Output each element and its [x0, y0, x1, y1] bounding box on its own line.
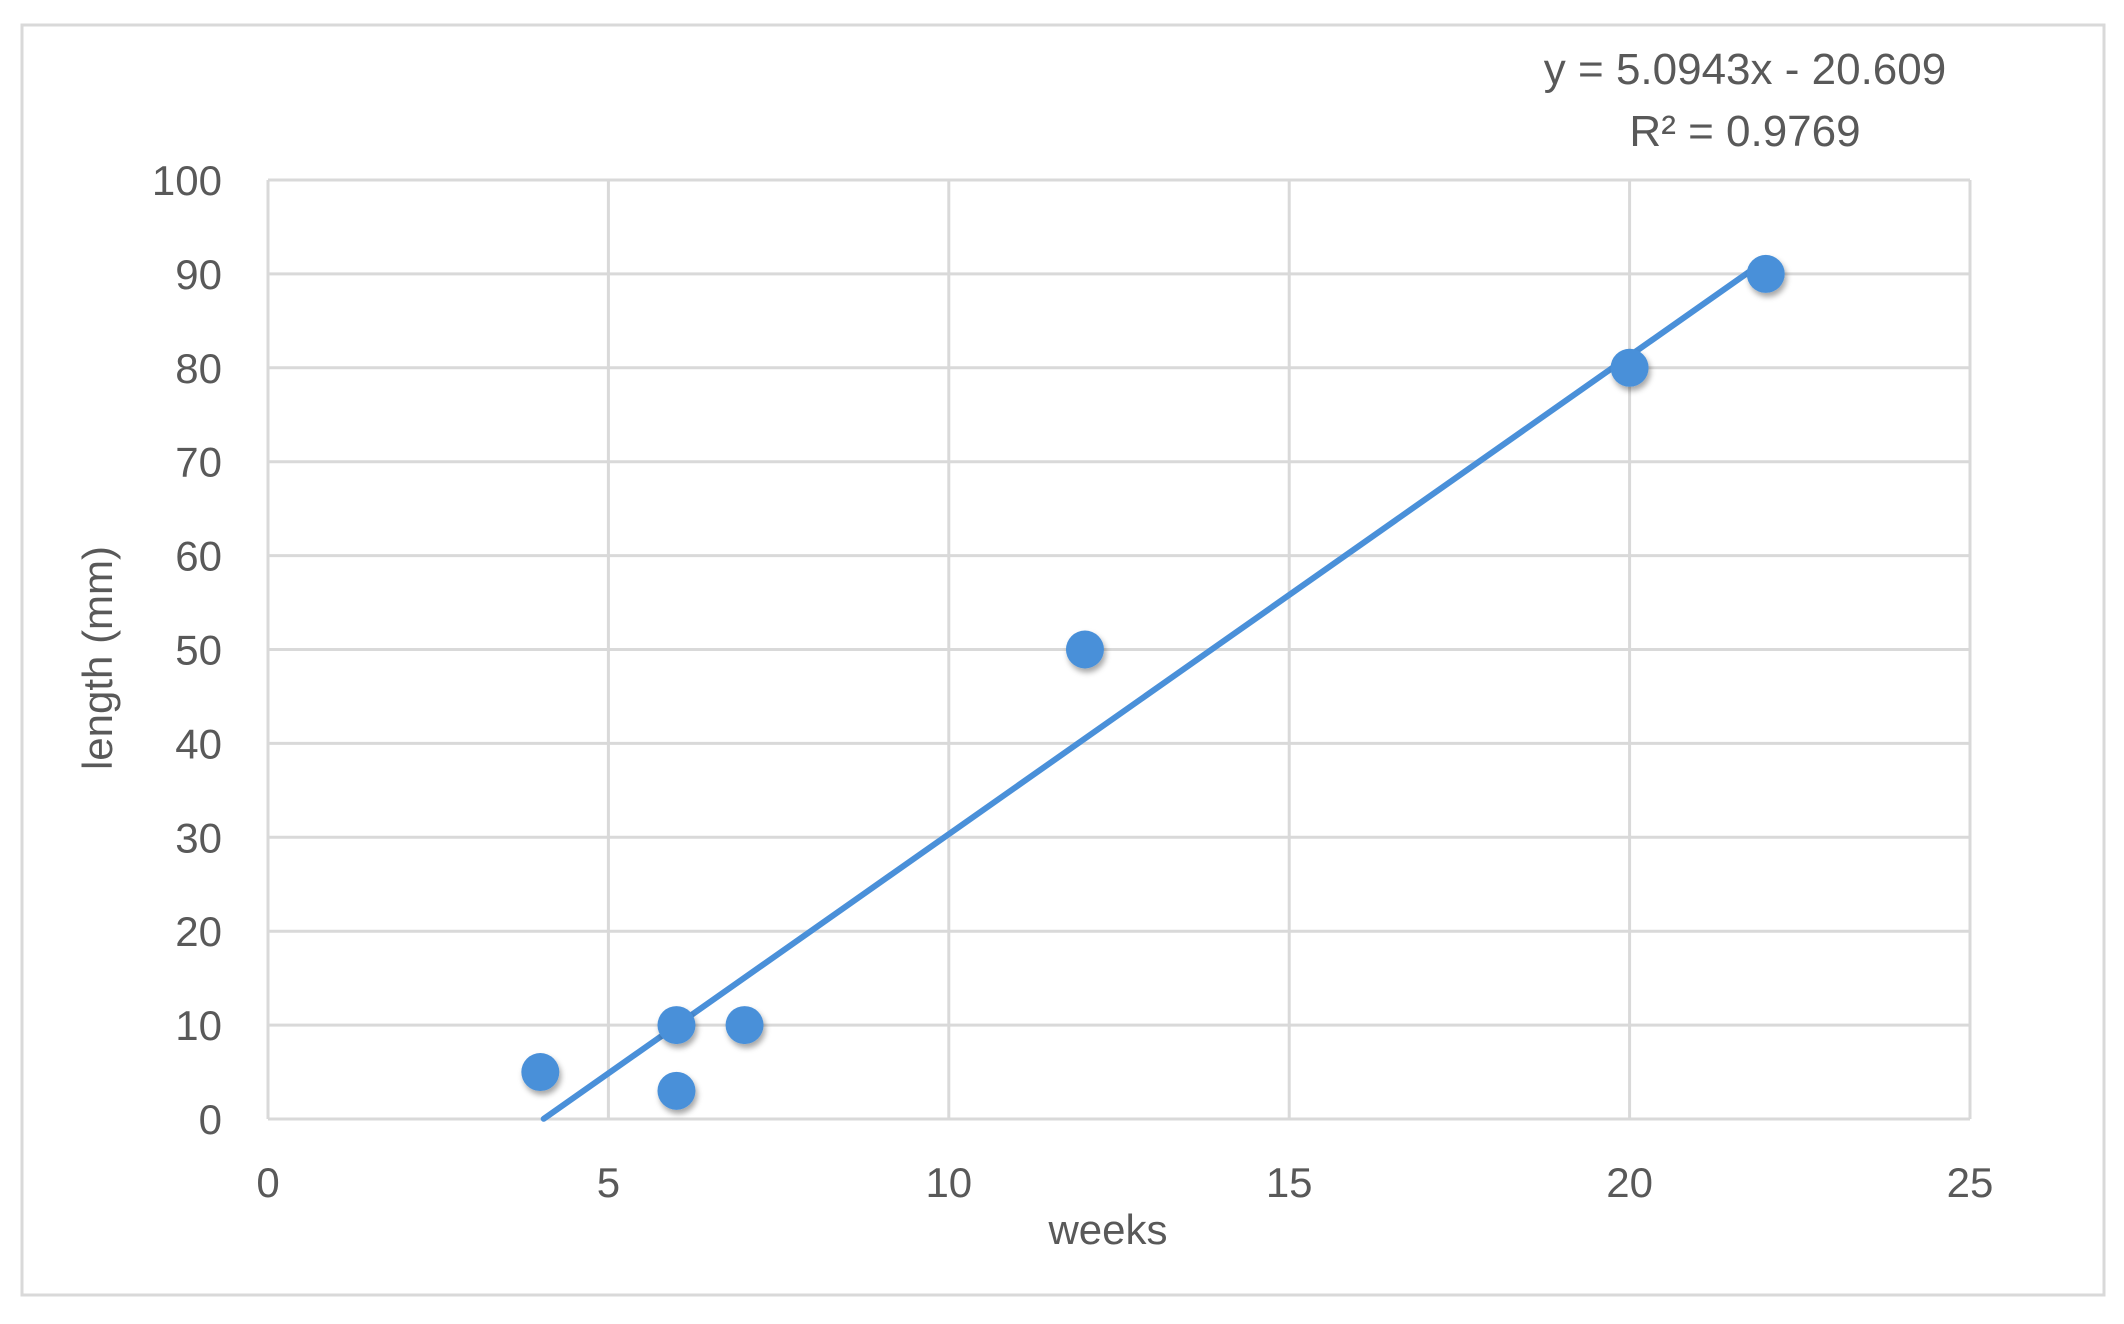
data-point — [521, 1053, 560, 1092]
y-tick-label: 90 — [175, 251, 222, 298]
x-tick-label: 5 — [597, 1159, 620, 1206]
y-tick-label: 20 — [175, 908, 222, 955]
gridlines — [266, 178, 1972, 1121]
data-points — [521, 254, 1785, 1110]
data-point — [1746, 254, 1785, 293]
data-point — [725, 1006, 764, 1045]
y-tick-label: 10 — [175, 1002, 222, 1049]
data-point — [657, 1006, 696, 1045]
y-tick-label: 0 — [199, 1096, 222, 1143]
y-axis-title: length (mm) — [74, 546, 121, 770]
data-point — [1065, 630, 1104, 669]
x-axis-title: weeks — [1047, 1206, 1167, 1253]
y-tick-label: 40 — [175, 720, 222, 767]
data-point — [1610, 348, 1649, 387]
x-tick-label: 25 — [1947, 1159, 1994, 1206]
trendline-group — [540, 257, 1769, 1122]
x-tick-label: 15 — [1266, 1159, 1313, 1206]
x-tick-label: 10 — [925, 1159, 972, 1206]
tick-labels: 0 10 20 30 40 50 60 70 80 90 100 0 5 10 15 20 25 — [152, 157, 1993, 1206]
y-tick-label: 30 — [175, 814, 222, 861]
data-point — [657, 1071, 696, 1110]
y-tick-label: 70 — [175, 439, 222, 486]
x-tick-label: 0 — [256, 1159, 279, 1206]
y-tick-label: 100 — [152, 157, 222, 204]
trendline-equation: y = 5.0943x - 20.609 — [1544, 45, 1946, 94]
trendline — [540, 257, 1769, 1122]
x-tick-label: 20 — [1606, 1159, 1653, 1206]
y-tick-label: 60 — [175, 533, 222, 580]
y-tick-label: 80 — [175, 345, 222, 392]
chart-border — [20, 23, 2106, 1297]
y-tick-label: 50 — [175, 627, 222, 674]
trendline-r-squared: R² = 0.9769 — [1629, 107, 1860, 156]
